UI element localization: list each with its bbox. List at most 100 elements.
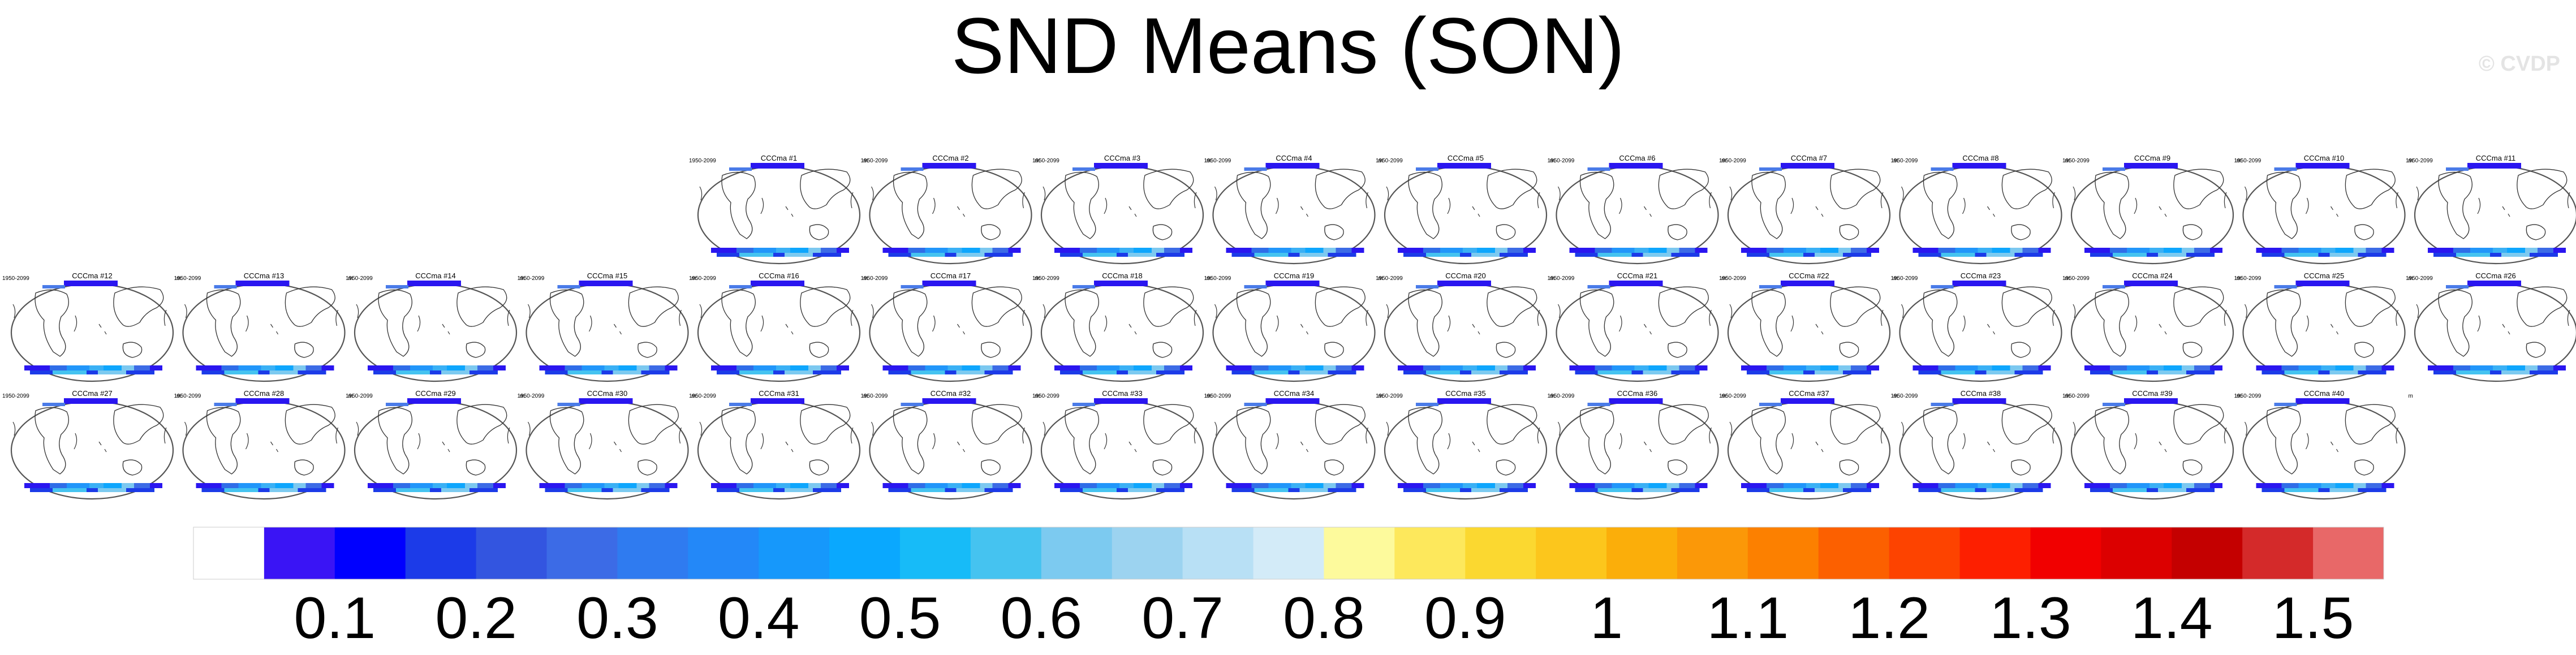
snow-band-south — [1351, 248, 1364, 253]
snow-band-north — [1244, 403, 1267, 406]
snow-band-south — [1336, 365, 1352, 370]
panel-right-label: m — [348, 275, 353, 282]
snow-band-south — [2381, 248, 2394, 253]
snow-band-south — [1666, 365, 1679, 370]
snow-band-south — [911, 488, 945, 492]
coastline — [74, 433, 107, 453]
coastline — [2305, 197, 2339, 217]
panel-right-label: m — [1035, 275, 1040, 282]
snow-band-south — [2194, 365, 2210, 370]
snow-band-south — [1164, 248, 1180, 253]
snow-band-south — [1918, 253, 2043, 257]
snow-band-south — [665, 365, 678, 370]
snow-band-south — [2428, 248, 2453, 253]
snow-band-south — [1784, 483, 1806, 488]
snow-band-south — [790, 483, 808, 488]
snow-band-south — [567, 488, 602, 492]
snow-band-south — [1820, 483, 1838, 488]
snow-band-south — [477, 365, 493, 370]
snow-band-south — [2433, 370, 2558, 374]
snow-band-north — [1587, 167, 1610, 171]
snow-band-south — [2428, 365, 2453, 370]
snow-band-south — [837, 483, 849, 488]
snow-band-north — [1094, 281, 1148, 286]
panel-right-label: m — [863, 393, 868, 399]
snow-band-south — [2084, 483, 2110, 488]
snow-band-north — [2103, 403, 2125, 406]
panel-title: CCCma #33 — [1102, 389, 1143, 398]
panel-right-label: m — [1207, 275, 1211, 282]
snow-band-south — [410, 365, 433, 370]
snow-band-south — [753, 365, 776, 370]
snow-band-south — [1992, 248, 2010, 253]
watermark: © CVDP — [2478, 52, 2560, 76]
snow-band-south — [1008, 365, 1021, 370]
snow-band-south — [545, 370, 670, 374]
snow-band-south — [1134, 483, 1152, 488]
snow-band-south — [1054, 365, 1080, 370]
snow-band-south — [1867, 248, 1879, 253]
snow-band-south — [1938, 365, 1955, 370]
coastline — [417, 433, 450, 453]
snow-band-south — [1820, 248, 1838, 253]
snow-band-south — [790, 248, 808, 253]
colorbar-tick-label: 1 — [1590, 585, 1623, 651]
snow-band-south — [1666, 483, 1679, 488]
snow-band-south — [1507, 483, 1523, 488]
snow-band-south — [1575, 253, 1700, 257]
snow-band-south — [275, 483, 294, 488]
snow-band-south — [1398, 248, 1423, 253]
snow-band-north — [1072, 285, 1095, 288]
coastline — [800, 404, 851, 445]
snow-band-south — [2182, 248, 2194, 253]
snow-band-south — [433, 365, 447, 370]
snow-band-north — [2124, 281, 2178, 286]
snow-band-south — [882, 483, 908, 488]
panel-right-label: m — [176, 393, 181, 399]
panel-left-label: 1950-2099 — [1891, 158, 1918, 164]
snow-band-south — [776, 248, 790, 253]
snow-band-south — [410, 483, 433, 488]
coastline — [1579, 171, 1614, 239]
snow-band-south — [224, 488, 259, 492]
colorbar-box — [1394, 527, 1466, 579]
colorbar-box — [970, 527, 1042, 579]
panel-right-label: m — [1379, 393, 1383, 399]
snow-band-south — [2194, 248, 2210, 253]
snow-band-south — [1291, 248, 1306, 253]
coastline — [12, 304, 167, 326]
snow-band-south — [1471, 488, 1500, 492]
snow-band-south — [1597, 488, 1632, 492]
snow-band-south — [808, 365, 821, 370]
snow-band-south — [373, 488, 498, 492]
snow-band-south — [649, 483, 665, 488]
snow-band-south — [1463, 248, 1477, 253]
coastline — [932, 315, 966, 335]
snow-band-north — [1609, 398, 1663, 404]
coastline — [809, 459, 829, 476]
snow-band-south — [1747, 253, 1871, 257]
coastline — [2173, 169, 2224, 209]
panel-right-label: m — [1550, 275, 1554, 282]
snow-band-south — [224, 370, 259, 374]
coastline — [1790, 433, 1824, 453]
snow-band-south — [947, 365, 962, 370]
snow-band-south — [1403, 488, 1528, 492]
colorbar-box — [829, 527, 901, 579]
snow-band-south — [373, 370, 498, 374]
coastline — [35, 289, 69, 357]
panel-title: CCCma #27 — [72, 389, 113, 398]
coastline — [285, 404, 335, 445]
coastline — [2001, 286, 2052, 327]
panel-right-label: m — [1207, 393, 1211, 399]
coastline — [2354, 342, 2374, 358]
panel-right-label: m — [520, 275, 524, 282]
coastline — [245, 315, 279, 335]
snow-band-north — [2446, 285, 2469, 288]
snow-band-south — [2433, 253, 2558, 257]
panel-left-label: 1950-2099 — [1891, 393, 1918, 399]
snow-band-south — [1231, 253, 1356, 257]
